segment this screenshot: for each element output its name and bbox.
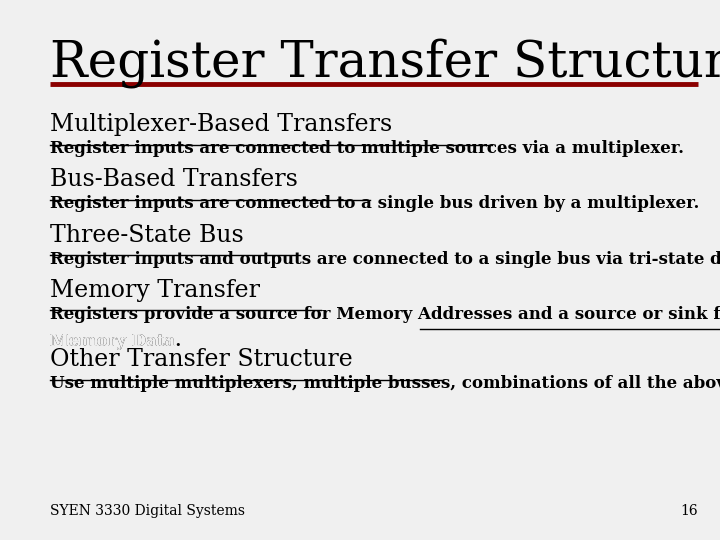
Text: Registers provide a source for: Registers provide a source for bbox=[50, 306, 337, 322]
Text: Register Transfer Structures: Register Transfer Structures bbox=[50, 38, 720, 88]
Text: Multiplexer-Based Transfers: Multiplexer-Based Transfers bbox=[50, 113, 392, 137]
Text: Three-State Bus: Three-State Bus bbox=[50, 224, 244, 247]
Text: Use multiple multiplexers, multiple busses, combinations of all the above, etc.: Use multiple multiplexers, multiple buss… bbox=[50, 375, 720, 392]
Text: Memory Data: Memory Data bbox=[50, 333, 176, 349]
Text: Registers provide a source for Memory Addresses and a source or sink for: Registers provide a source for Memory Ad… bbox=[50, 306, 720, 322]
Text: Register inputs and outputs are connected to a single bus via tri-state drivers.: Register inputs and outputs are connecte… bbox=[50, 251, 720, 267]
Text: Register inputs are connected to a single bus driven by a multiplexer.: Register inputs are connected to a singl… bbox=[50, 195, 700, 212]
Text: Memory Data.: Memory Data. bbox=[50, 333, 181, 349]
Text: Memory Transfer: Memory Transfer bbox=[50, 279, 261, 302]
Text: Bus-Based Transfers: Bus-Based Transfers bbox=[50, 168, 298, 192]
Text: Register inputs are connected to multiple sources via a multiplexer.: Register inputs are connected to multipl… bbox=[50, 140, 685, 157]
Text: SYEN 3330 Digital Systems: SYEN 3330 Digital Systems bbox=[50, 504, 246, 518]
Text: Other Transfer Structure: Other Transfer Structure bbox=[50, 348, 353, 372]
Text: 16: 16 bbox=[681, 504, 698, 518]
